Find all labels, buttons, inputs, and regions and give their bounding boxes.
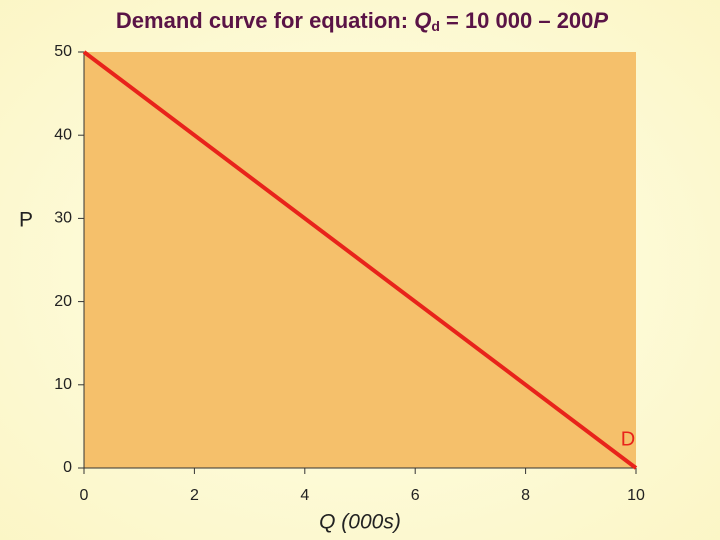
y-tick-label: 30: [54, 210, 72, 227]
x-tick-label: 0: [80, 487, 89, 504]
x-tick-label: 2: [190, 487, 199, 504]
series-label: D: [621, 428, 635, 450]
demand-line: [82, 50, 638, 470]
title-part: = 10 000 – 200: [440, 8, 594, 33]
y-tick-label: 0: [63, 459, 72, 476]
title-part: Q: [414, 8, 431, 33]
x-tick-label: 8: [521, 487, 530, 504]
x-tick-label: 6: [411, 487, 420, 504]
chart-title: Demand curve for equation: Qd = 10 000 –…: [116, 8, 609, 34]
y-axis-label: P: [19, 209, 33, 232]
y-tick-label: 50: [54, 43, 72, 60]
x-tick-label: 10: [627, 487, 645, 504]
title-part: Demand curve for equation:: [116, 8, 414, 33]
x-axis-label: Q (000s): [319, 511, 401, 534]
y-tick-label: 20: [54, 293, 72, 310]
title-part: P: [593, 8, 608, 33]
y-tick-label: 40: [54, 126, 72, 143]
x-tick-label: 4: [300, 487, 309, 504]
y-tick-label: 10: [54, 376, 72, 393]
title-part: d: [431, 18, 440, 34]
